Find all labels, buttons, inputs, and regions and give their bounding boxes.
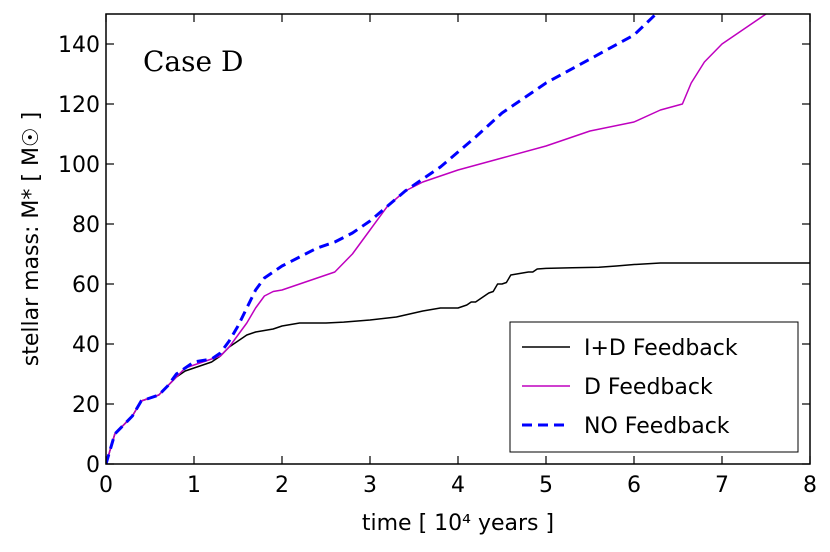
case-annotation: Case D xyxy=(143,45,243,78)
x-tick-label: 0 xyxy=(99,473,113,498)
y-tick-label: 40 xyxy=(72,333,100,358)
legend-label-id-feedback: I+D Feedback xyxy=(584,336,738,361)
x-tick-label: 8 xyxy=(803,473,817,498)
legend-label-d-feedback: D Feedback xyxy=(584,375,713,400)
x-axis-ticks: 0 1 2 3 4 5 6 7 8 xyxy=(99,14,817,498)
x-tick-label: 5 xyxy=(539,473,553,498)
y-tick-label: 100 xyxy=(58,153,100,178)
x-tick-label: 4 xyxy=(451,473,465,498)
y-axis-label: stellar mass: M* [ M☉ ] xyxy=(19,112,44,366)
plot-area: 0 1 2 3 4 5 6 7 8 0 20 40 60 80 100 120 140 xyxy=(58,13,817,498)
y-tick-label: 120 xyxy=(58,93,100,118)
series-line-no-feedback xyxy=(106,14,658,464)
x-tick-label: 3 xyxy=(363,473,377,498)
legend: I+D Feedback D Feedback NO Feedback xyxy=(509,321,799,453)
series-layer xyxy=(106,14,810,464)
series-line-i-d-feedback xyxy=(106,262,810,464)
y-tick-label: 80 xyxy=(72,213,100,238)
y-tick-label: 140 xyxy=(58,33,100,58)
x-tick-label: 6 xyxy=(627,473,641,498)
legend-box xyxy=(509,321,799,453)
y-tick-label: 0 xyxy=(86,453,100,478)
x-axis-label: time [ 10⁴ years ] xyxy=(362,511,554,536)
x-tick-label: 1 xyxy=(187,473,201,498)
y-axis-ticks: 0 20 40 60 80 100 120 140 xyxy=(58,33,810,478)
legend-label-no-feedback: NO Feedback xyxy=(584,414,730,439)
x-tick-label: 7 xyxy=(715,473,729,498)
y-tick-label: 20 xyxy=(72,393,100,418)
y-tick-label: 60 xyxy=(72,273,100,298)
x-tick-label: 2 xyxy=(275,473,289,498)
